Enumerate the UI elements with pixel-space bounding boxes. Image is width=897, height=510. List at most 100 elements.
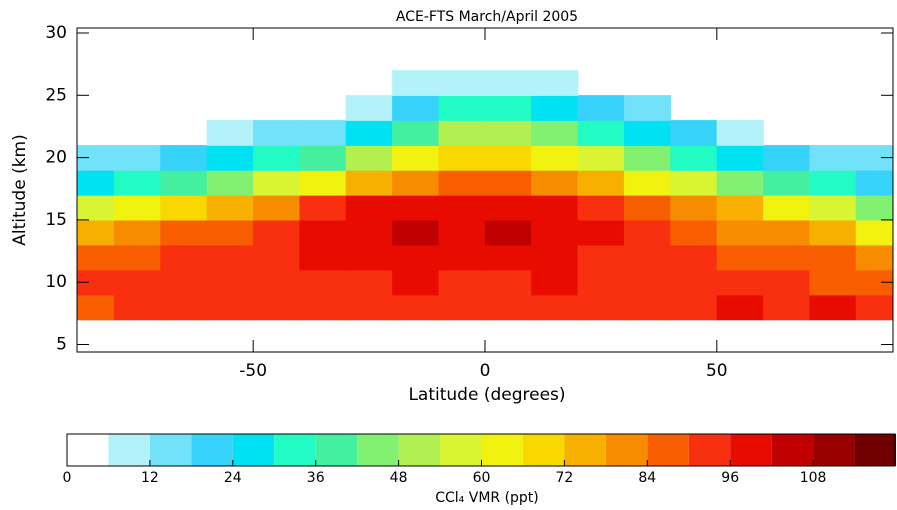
contour-cell xyxy=(345,269,393,296)
contour-cell xyxy=(484,95,533,121)
contour-cell xyxy=(577,244,625,271)
colorbar-tick-label: 24 xyxy=(224,470,242,486)
contour-cell xyxy=(160,144,208,171)
colorbar-segment xyxy=(481,434,523,466)
contour-cell xyxy=(438,169,486,196)
contour-cell xyxy=(484,194,533,221)
contour-cell xyxy=(77,219,115,246)
contour-cell xyxy=(113,219,162,246)
colorbar-tick-label: 36 xyxy=(307,470,325,486)
contour-cell xyxy=(438,194,486,221)
contour-cell xyxy=(113,269,162,296)
contour-cell xyxy=(392,269,440,296)
contour-cell xyxy=(716,244,764,271)
contour-cell xyxy=(763,144,811,171)
contour-cell xyxy=(623,294,672,321)
contour-cell xyxy=(77,294,115,321)
contour-cell xyxy=(716,144,764,171)
contour-cell xyxy=(623,194,672,221)
contour-field xyxy=(77,70,893,321)
contour-cell xyxy=(531,70,579,96)
y-axis-label: Altitude (km) xyxy=(10,134,30,246)
contour-cell xyxy=(716,120,764,146)
contour-cell xyxy=(763,219,811,246)
contour-cell xyxy=(113,194,162,221)
contour-cell xyxy=(299,219,347,246)
colorbar-segment xyxy=(108,434,150,466)
contour-cell xyxy=(670,144,718,171)
contour-cell xyxy=(484,269,533,296)
x-tick-label: 0 xyxy=(480,361,491,381)
contour-cell xyxy=(531,194,579,221)
contour-cell xyxy=(392,70,440,96)
contour-cell xyxy=(763,244,811,271)
contour-cell xyxy=(253,219,301,246)
contour-cell xyxy=(299,120,347,146)
colorbar-segment xyxy=(605,434,648,466)
contour-cell xyxy=(77,269,115,296)
contour-cell xyxy=(577,120,625,146)
contour-cell xyxy=(438,95,486,121)
contour-cell xyxy=(438,269,486,296)
contour-cell xyxy=(484,244,533,271)
contour-cell xyxy=(577,169,625,196)
contour-cell xyxy=(206,169,254,196)
colorbar-segment xyxy=(771,434,814,466)
colorbar-segment xyxy=(854,434,896,466)
y-tick-label: 30 xyxy=(45,23,67,43)
contour-cell xyxy=(392,95,440,121)
contour-cell xyxy=(438,120,486,146)
colorbar-segment xyxy=(67,434,109,466)
y-tick-label: 10 xyxy=(45,272,67,292)
contour-cell xyxy=(623,120,672,146)
contour-cell xyxy=(345,219,393,246)
contour-cell xyxy=(484,70,533,96)
contour-cell xyxy=(809,194,857,221)
contour-cell xyxy=(531,294,579,321)
contour-cell xyxy=(531,269,579,296)
contour-cell xyxy=(484,169,533,196)
contour-cell xyxy=(345,294,393,321)
contour-cell xyxy=(531,95,579,121)
contour-cell xyxy=(855,194,893,221)
contour-cell xyxy=(531,244,579,271)
contour-cell xyxy=(160,244,208,271)
contour-cell xyxy=(345,120,393,146)
contour-cell xyxy=(577,219,625,246)
x-tick-label: -50 xyxy=(239,361,267,381)
contour-cell xyxy=(392,294,440,321)
contour-cell xyxy=(855,169,893,196)
colorbar-segment xyxy=(813,434,855,466)
colorbar-segment xyxy=(149,434,192,466)
contour-cell xyxy=(577,144,625,171)
contour-cell xyxy=(299,194,347,221)
contour-cell xyxy=(623,269,672,296)
contour-cell xyxy=(206,144,254,171)
contour-cell xyxy=(809,169,857,196)
contour-cell xyxy=(113,294,162,321)
contour-cell xyxy=(392,120,440,146)
contour-cell xyxy=(809,144,857,171)
contour-cell xyxy=(438,244,486,271)
contour-cell xyxy=(763,194,811,221)
contour-cell xyxy=(670,194,718,221)
contour-cell xyxy=(531,219,579,246)
colorbar-segment xyxy=(688,434,731,466)
contour-cell xyxy=(345,169,393,196)
contour-cell xyxy=(206,120,254,146)
colorbar-segment xyxy=(564,434,606,466)
colorbar-tick-label: 84 xyxy=(638,470,656,486)
contour-cell xyxy=(253,120,301,146)
contour-cell xyxy=(206,219,254,246)
contour-cell xyxy=(484,120,533,146)
contour-cell xyxy=(299,144,347,171)
colorbar-segment xyxy=(647,434,689,466)
colorbar-segment xyxy=(232,434,275,466)
colorbar-tick-label: 48 xyxy=(390,470,408,486)
y-tick-label: 5 xyxy=(56,335,67,355)
chart-title: ACE-FTS March/April 2005 xyxy=(396,9,578,25)
contour-cell xyxy=(670,169,718,196)
colorbar-tick-label: 108 xyxy=(800,470,827,486)
colorbar-tick-label: 72 xyxy=(555,470,573,486)
contour-cell xyxy=(299,269,347,296)
